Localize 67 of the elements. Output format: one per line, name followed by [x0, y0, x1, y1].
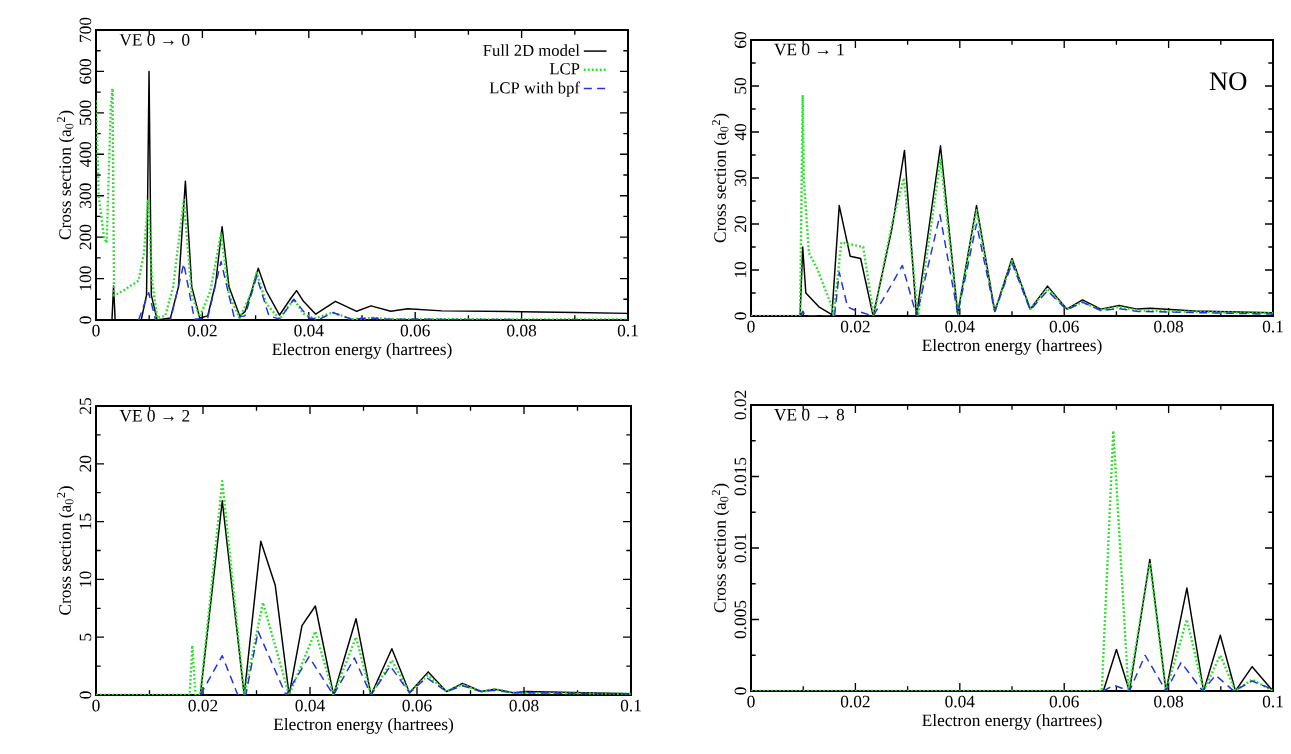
- annotation: NO: [1209, 72, 1247, 91]
- y-tick-label: 0: [734, 687, 747, 695]
- x-tick-label: 0.08: [1154, 695, 1184, 708]
- y-tick-label: 20: [734, 215, 747, 232]
- y-axis-title: Cross section (a$_{0}$$^{2}$): [56, 486, 75, 615]
- x-tick-label: 0.04: [295, 699, 325, 712]
- legend-label: Full 2D model: [483, 44, 580, 57]
- y-tick-label: 30: [734, 169, 747, 186]
- x-tick-label: 0.06: [400, 324, 430, 337]
- y-tick-label: 40: [734, 123, 747, 141]
- x-axis-title: Electron energy (hartrees): [922, 713, 1102, 730]
- x-tick-label: 0.06: [1049, 320, 1079, 333]
- x-axis-title: Electron energy (hartrees): [272, 342, 452, 359]
- x-tick-label: 0.08: [1154, 320, 1184, 333]
- y-tick-label: 15: [79, 513, 92, 529]
- x-tick-label: 0.1: [620, 699, 641, 712]
- y-tick-label: 10: [79, 571, 92, 587]
- chart-title: VE 0 → 1: [774, 43, 844, 56]
- y-tick-label: 60: [734, 32, 747, 48]
- x-tick-label: 0.06: [1049, 695, 1079, 708]
- x-tick-label: 0: [747, 320, 755, 333]
- y-tick-label: 700: [79, 17, 92, 42]
- x-tick-label: 0.02: [840, 695, 870, 708]
- x-tick-label: 0.1: [617, 324, 638, 337]
- x-tick-label: 0.08: [507, 324, 537, 337]
- y-axis-title: Cross section (a$_{0}$$^{2}$): [711, 113, 730, 243]
- y-tick-label: 0.005: [734, 600, 747, 639]
- x-tick-label: 0.1: [1262, 695, 1283, 708]
- x-tick-label: 0.08: [509, 699, 539, 712]
- y-tick-label: 100: [79, 266, 92, 291]
- y-tick-label: 10: [734, 261, 747, 278]
- legend-label: LCP with bpf: [489, 81, 580, 97]
- line-series: [199, 630, 632, 695]
- x-tick-label: 0.02: [187, 324, 217, 337]
- x-tick-label: 0: [747, 695, 755, 708]
- y-tick-label: 20: [79, 455, 92, 472]
- y-axis-title: Cross section (a$_{0}$$^{2}$): [711, 483, 730, 613]
- x-tick-label: 0: [92, 324, 100, 337]
- y-tick-label: 25: [79, 398, 92, 414]
- y-tick-label: 600: [79, 59, 92, 84]
- chart-title: VE 0 → 0: [119, 33, 190, 46]
- x-axis-title: Electron energy (hartrees): [273, 717, 454, 734]
- x-axis-title: Electron energy (hartrees): [922, 338, 1102, 355]
- y-tick-label: 0.01: [734, 533, 747, 563]
- x-tick-label: 0.04: [945, 320, 975, 333]
- line-series: [137, 260, 629, 320]
- y-tick-label: 300: [79, 183, 92, 208]
- y-tick-label: 200: [79, 224, 92, 250]
- x-tick-label: 0.02: [840, 320, 870, 333]
- x-tick-label: 0.1: [1262, 320, 1283, 333]
- y-tick-label: 50: [734, 78, 747, 94]
- y-tick-label: 500: [79, 100, 92, 125]
- y-tick-label: 0: [734, 312, 747, 320]
- chart-title: VE 0 → 8: [774, 408, 845, 421]
- x-tick-label: 0.04: [294, 324, 324, 337]
- y-axis-title: Cross section (a$_{0}$$^{2}$): [56, 110, 75, 240]
- chart-title: VE 0 → 2: [119, 409, 190, 422]
- x-tick-label: 0.04: [945, 695, 975, 708]
- x-tick-label: 0.06: [402, 699, 432, 712]
- y-tick-label: 5: [79, 633, 92, 641]
- legend-label: LCP: [549, 63, 580, 75]
- x-tick-label: 0: [92, 699, 100, 712]
- y-tick-label: 0.02: [734, 390, 747, 420]
- line-series: [799, 214, 1274, 316]
- x-tick-label: 0.02: [188, 699, 218, 712]
- y-tick-label: 0.015: [734, 457, 747, 496]
- y-tick-label: 400: [79, 141, 92, 167]
